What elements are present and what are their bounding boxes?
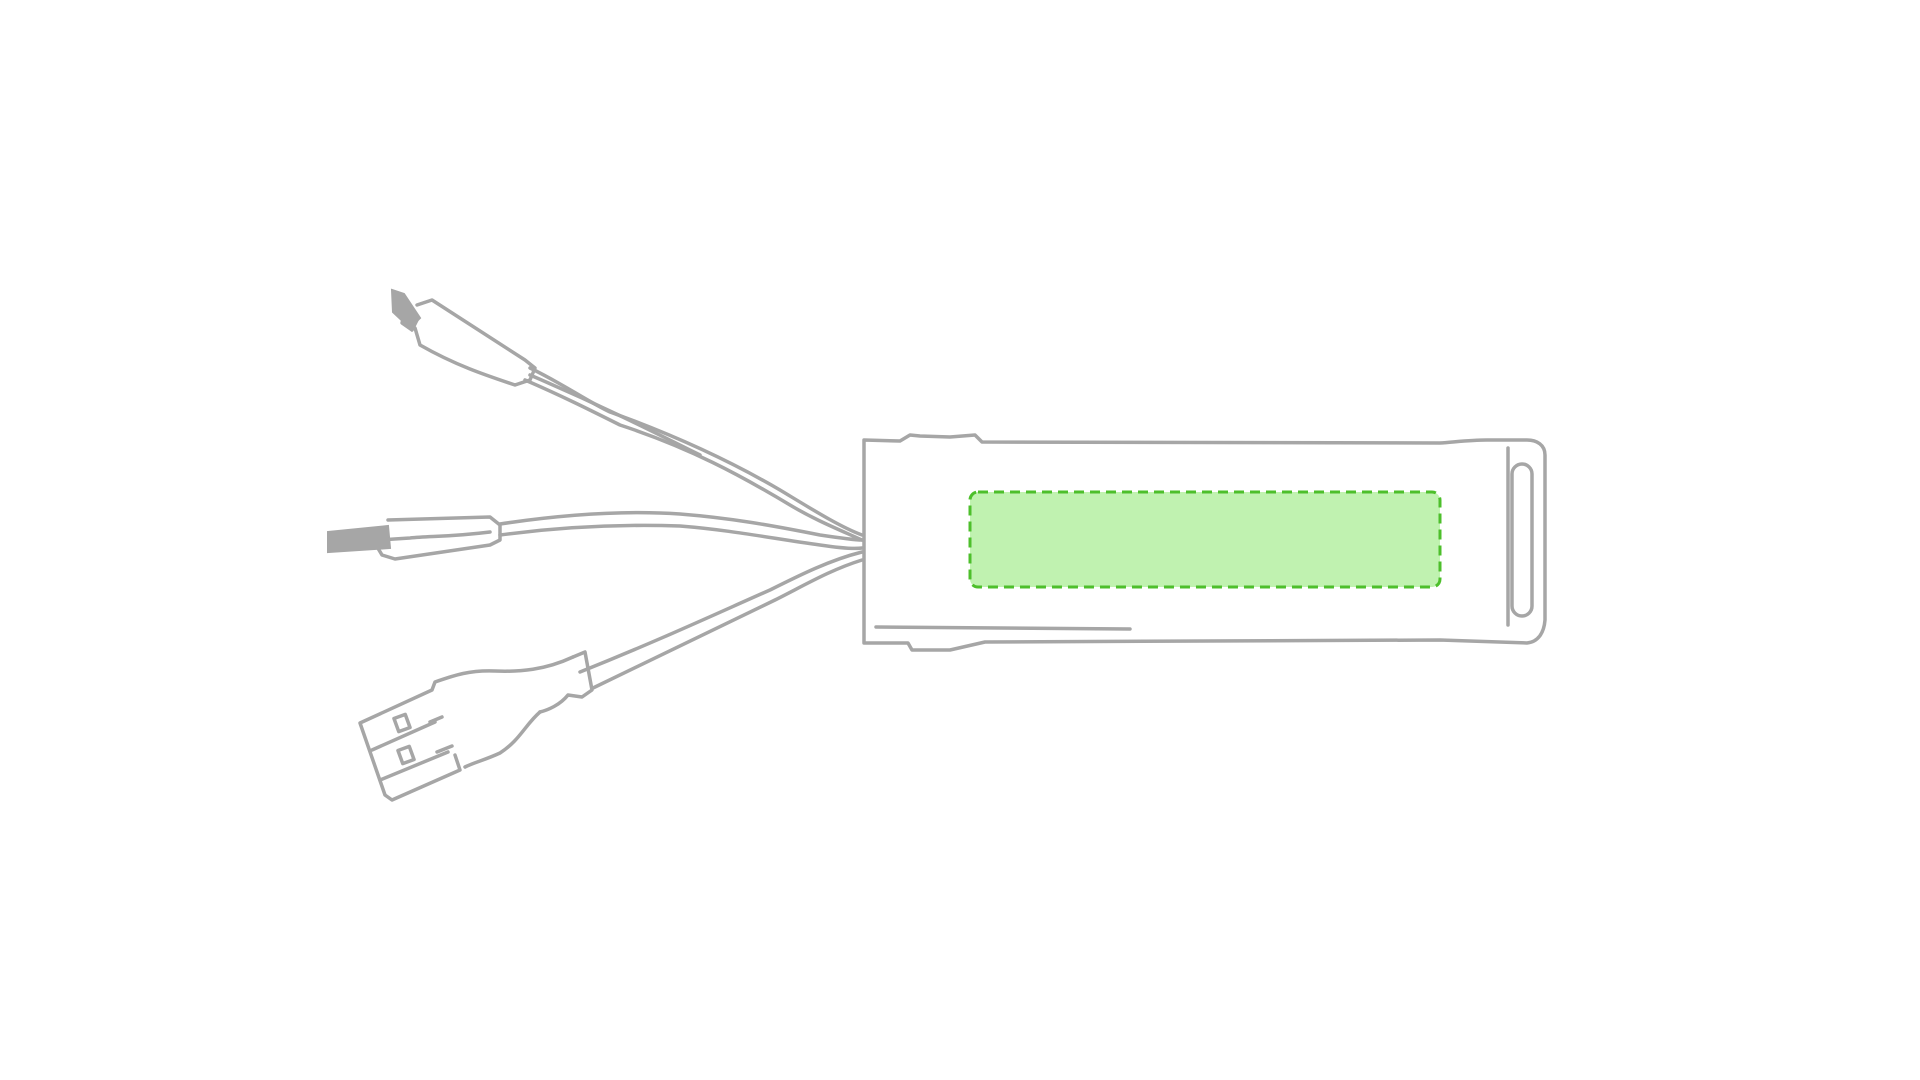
usb-a-icon	[358, 650, 594, 802]
micro-usb-icon	[390, 288, 537, 387]
middle-cable	[498, 510, 864, 551]
upper-cable	[523, 366, 864, 542]
lightning-icon	[327, 515, 502, 561]
hub-body	[862, 433, 1547, 652]
lower-cable	[578, 550, 864, 690]
print-area	[968, 490, 1442, 589]
